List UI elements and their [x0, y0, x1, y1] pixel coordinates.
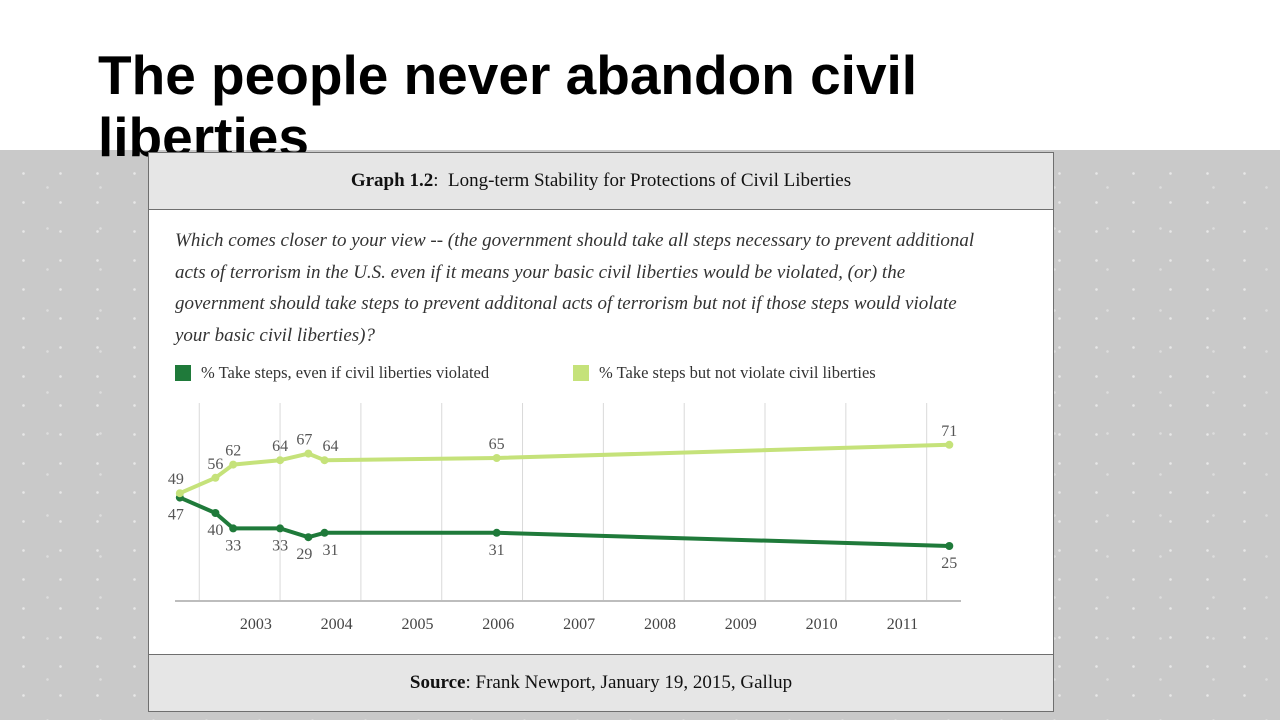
- data-label: 25: [941, 555, 957, 572]
- data-point: [211, 509, 220, 517]
- figure-number: Graph 1.2: [350, 170, 434, 191]
- data-point: [492, 528, 501, 537]
- data-point: [945, 542, 954, 550]
- x-tick-label: 2003: [240, 616, 272, 633]
- data-label: 49: [168, 471, 184, 488]
- legend-item-not-violate: % Take steps but not violate civil liber…: [573, 363, 876, 383]
- source-text: : Frank Newport, January 19, 2015, Gallu…: [465, 672, 793, 693]
- legend-swatch-light-green: [573, 365, 589, 381]
- data-point: [229, 460, 238, 469]
- data-label: 33: [272, 537, 288, 554]
- figure-caption: : Long-term Stability for Protections of…: [433, 170, 852, 191]
- survey-question: Which comes closer to your view -- (the …: [175, 230, 975, 346]
- x-tick-label: 2004: [321, 616, 353, 633]
- data-point: [276, 524, 285, 533]
- data-label: 62: [225, 443, 241, 460]
- legend-label: % Take steps but not violate civil liber…: [599, 363, 876, 382]
- data-point: [304, 449, 313, 458]
- x-tick-label: 2006: [482, 616, 514, 633]
- data-point: [492, 454, 501, 462]
- data-label: 40: [207, 522, 223, 539]
- data-label: 47: [168, 507, 184, 524]
- data-point: [304, 533, 313, 542]
- data-label: 65: [489, 436, 505, 453]
- chart-legend: % Take steps, even if civil liberties vi…: [175, 363, 1035, 387]
- data-point: [229, 524, 238, 533]
- legend-swatch-dark-green: [175, 365, 191, 381]
- data-label: 33: [225, 537, 241, 554]
- x-tick-label: 2011: [887, 616, 918, 633]
- data-point: [175, 489, 184, 498]
- x-tick-label: 2005: [401, 616, 433, 633]
- slide-title: The people never abandon civil liberties: [98, 44, 918, 168]
- series-line-0: [179, 495, 950, 548]
- x-tick-label: 2009: [725, 616, 757, 633]
- data-point: [320, 456, 329, 465]
- source-label: Source: [409, 672, 466, 693]
- data-point: [276, 456, 285, 465]
- data-point: [320, 528, 329, 537]
- data-label: 67: [296, 432, 312, 449]
- figure-header: Graph 1.2: Long-term Stability for Prote…: [149, 153, 1053, 210]
- legend-label: % Take steps, even if civil liberties vi…: [201, 363, 490, 382]
- figure-panel: Graph 1.2: Long-term Stability for Prote…: [148, 152, 1054, 712]
- data-label: 71: [941, 423, 957, 440]
- data-label: 64: [323, 438, 339, 455]
- line-chart: 2003 2004 2005 2006 2007 2008 2009 2010 2011 47 40…: [168, 403, 961, 633]
- x-tick-label: 2007: [563, 616, 595, 633]
- data-point: [945, 440, 954, 449]
- data-point: [211, 473, 220, 482]
- data-label: 64: [272, 438, 288, 455]
- x-tick-label: 2008: [644, 616, 676, 633]
- data-label: 31: [323, 542, 339, 559]
- data-label: 31: [489, 542, 505, 559]
- x-tick-label: 2010: [806, 616, 838, 633]
- data-label: 56: [207, 456, 223, 473]
- legend-item-violated: % Take steps, even if civil liberties vi…: [175, 363, 489, 383]
- series-line-1: [179, 442, 950, 496]
- data-label: 29: [296, 546, 312, 563]
- figure-footer: Source: Frank Newport, January 19, 2015,…: [149, 654, 1053, 711]
